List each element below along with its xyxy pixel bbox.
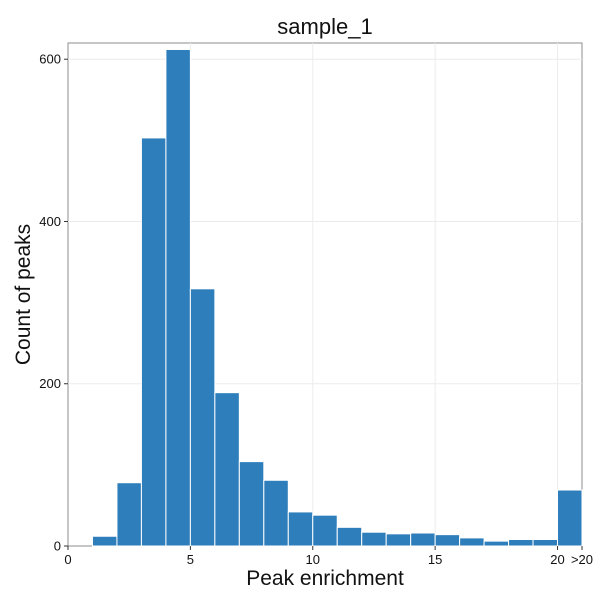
- histogram-bar: [238, 461, 265, 547]
- histogram-bar: [557, 489, 583, 547]
- x-tick-label: 5: [187, 552, 194, 567]
- x-tick-label: 15: [428, 552, 442, 567]
- histogram-bar: [116, 482, 142, 547]
- y-tick-label: 200: [39, 376, 61, 391]
- y-tick-label: 400: [39, 214, 61, 229]
- x-tick-label: >20: [571, 552, 593, 567]
- histogram-bar: [214, 392, 240, 547]
- x-axis-label: Peak enrichment: [246, 567, 404, 590]
- bars: [91, 48, 583, 547]
- x-tick-label: 10: [306, 552, 320, 567]
- y-axis: 0 200 400 600: [39, 52, 68, 554]
- histogram-bar: [508, 539, 534, 547]
- x-tick-label: 20: [550, 552, 564, 567]
- histogram-bar: [410, 532, 436, 547]
- histogram-bar: [287, 511, 314, 547]
- chart-title: sample_1: [277, 14, 372, 39]
- x-axis: 0 5 10 15 20 >20: [64, 546, 593, 567]
- histogram-bar: [165, 48, 191, 547]
- histogram-bar: [312, 514, 338, 547]
- y-axis-label: Count of peaks: [12, 224, 35, 365]
- histogram-bar: [140, 137, 167, 547]
- histogram-bar: [459, 537, 485, 547]
- histogram-bar: [434, 534, 461, 547]
- y-tick-label: 600: [39, 52, 61, 67]
- x-tick-label: 0: [64, 552, 71, 567]
- histogram-bar: [336, 526, 363, 547]
- histogram-bar: [385, 533, 412, 547]
- y-tick-label: 0: [54, 539, 61, 554]
- histogram-bar: [189, 288, 216, 547]
- histogram-bar: [483, 540, 510, 547]
- histogram-bar: [361, 531, 387, 547]
- histogram-bar: [263, 479, 289, 547]
- histogram-bar: [91, 535, 118, 547]
- histogram-bar: [532, 539, 559, 547]
